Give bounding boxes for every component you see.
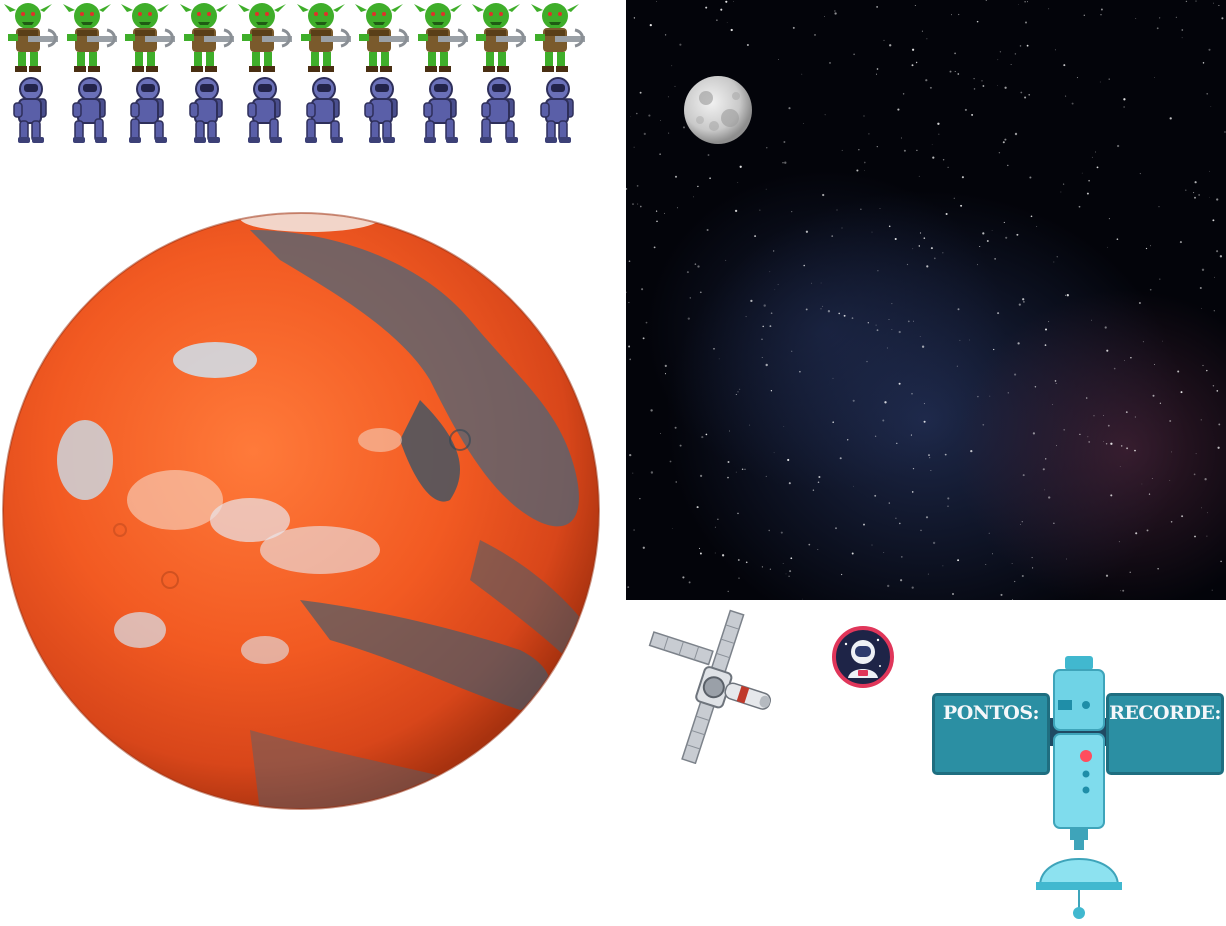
points-label: PONTOS:: [942, 702, 1040, 724]
record-label: RECORDE:: [1109, 702, 1221, 724]
goblin-sprite-frame: [178, 0, 236, 78]
astronaut-sprite-frame: [61, 75, 119, 150]
astronaut-sprite-frame: [529, 75, 587, 150]
astronaut-avatar-icon: [832, 626, 894, 688]
moon-icon: [684, 76, 752, 144]
goblin-sprite-frame: [236, 0, 294, 78]
goblin-sprite-frame: [2, 0, 60, 78]
astronaut-sprite-frame: [119, 75, 177, 150]
astronaut-sprite-frame: [236, 75, 294, 150]
space-station-icon: [928, 650, 1226, 922]
astronaut-sprite-frame: [2, 75, 60, 150]
goblin-sprite-frame: [412, 0, 470, 78]
astronaut-sprite-row: [0, 75, 600, 150]
astronaut-sprite-frame: [470, 75, 528, 150]
goblin-sprite-row: [0, 0, 600, 78]
astronaut-sprite-frame: [353, 75, 411, 150]
goblin-sprite-frame: [295, 0, 353, 78]
mars-planet: [0, 210, 602, 812]
record-panel: RECORDE:: [1106, 693, 1224, 775]
goblin-sprite-frame: [61, 0, 119, 78]
astronaut-sprite-frame: [295, 75, 353, 150]
satellite-icon: [640, 608, 780, 765]
points-panel: PONTOS:: [932, 693, 1050, 775]
space-background: [626, 0, 1226, 600]
astronaut-sprite-frame: [412, 75, 470, 150]
goblin-sprite-frame: [119, 0, 177, 78]
goblin-sprite-frame: [353, 0, 411, 78]
astronaut-sprite-frame: [178, 75, 236, 150]
goblin-sprite-frame: [529, 0, 587, 78]
goblin-sprite-frame: [470, 0, 528, 78]
